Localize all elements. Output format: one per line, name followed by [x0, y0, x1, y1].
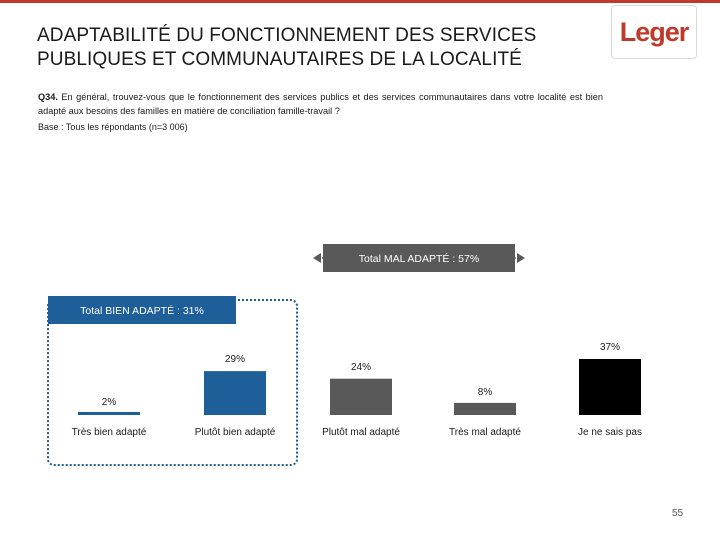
value-label-1: 2%: [102, 397, 117, 408]
category-label-1: Très bien adapté: [72, 427, 147, 438]
category-label-3: Plutôt mal adapté: [322, 427, 400, 438]
title-line-1: ADAPTABILITÉ DU FONCTIONNEMENT DES SERVI…: [37, 25, 537, 46]
total-mal-arrow-right-icon: [517, 253, 525, 263]
question-text: Q34. En général, trouvez-vous que le fon…: [38, 90, 603, 118]
bar-3: [330, 378, 392, 415]
total-bien-box: [48, 296, 236, 324]
category-label-4: Très mal adapté: [449, 427, 521, 438]
bar-2: [204, 371, 266, 415]
total-mal-box: [323, 244, 515, 272]
question-body: En général, trouvez-vous que le fonction…: [38, 92, 603, 116]
base-note: Base : Tous les répondants (n=3 006): [38, 122, 188, 132]
page-title: ADAPTABILITÉ DU FONCTIONNEMENT DES SERVI…: [37, 24, 597, 72]
category-label-2: Plutôt bien adapté: [195, 427, 276, 438]
top-accent-line: [0, 0, 720, 3]
value-label-2: 29%: [225, 354, 245, 365]
question-code: Q34.: [38, 92, 58, 102]
title-line-2: PUBLIQUES ET COMMUNAUTAIRES DE LA LOCALI…: [37, 49, 522, 70]
category-label-5: Je ne sais pas: [578, 427, 642, 438]
leger-logo: Leger: [611, 5, 697, 59]
value-label-3: 24%: [351, 362, 371, 373]
total-bien-label: Total BIEN ADAPTÉ : 31%: [80, 304, 204, 317]
bar-5: [579, 359, 641, 415]
value-label-4: 8%: [478, 387, 493, 398]
bar-1: [78, 411, 140, 415]
value-label-5: 37%: [600, 342, 620, 353]
total-mal-arrow-left-icon: [313, 253, 321, 263]
page-number: 55: [672, 508, 684, 519]
bar-4: [454, 402, 516, 415]
total-mal-label: Total MAL ADAPTÉ : 57%: [359, 252, 479, 265]
